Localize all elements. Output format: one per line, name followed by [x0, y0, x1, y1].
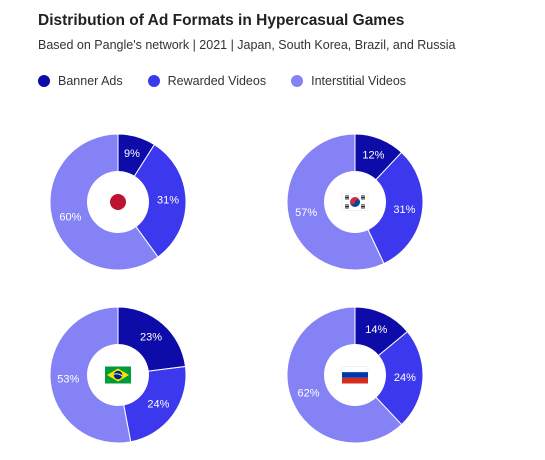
south-korea-flag-icon — [341, 193, 369, 211]
legend-swatch-banner — [38, 75, 50, 87]
chart-subtitle: Based on Pangle's network | 2021 | Japan… — [38, 38, 456, 52]
donut-chart-brazil: 23% 24% 53% — [48, 305, 188, 445]
legend-item-banner: Banner Ads — [38, 74, 123, 88]
slice-label-interstitial: 53% — [57, 374, 79, 386]
donut-chart-japan: 9% 31% 60% — [48, 132, 188, 272]
donut-svg: 14% 24% 62% — [286, 306, 424, 444]
slice-label-interstitial: 62% — [297, 387, 319, 399]
slice-label-banner: 23% — [140, 331, 162, 343]
donut-slice-rewarded — [354, 151, 424, 265]
donut-svg: 9% 31% 60% — [49, 133, 187, 271]
slice-label-banner: 9% — [124, 148, 140, 160]
donut-chart-south-korea: 12% 31% 57% — [285, 132, 425, 272]
donut-svg: 12% 31% 57% — [286, 133, 424, 271]
donut-slice-rewarded — [354, 330, 424, 426]
legend-label-banner: Banner Ads — [58, 74, 123, 88]
slice-label-interstitial: 60% — [59, 211, 81, 223]
legend-label-interstitial: Interstitial Videos — [311, 74, 407, 88]
japan-flag-icon — [105, 193, 131, 211]
legend-item-rewarded: Rewarded Videos — [147, 74, 267, 88]
slice-label-rewarded: 24% — [394, 372, 416, 384]
donut-chart-russia: 14% 24% 62% — [285, 305, 425, 445]
slice-label-banner: 14% — [365, 324, 387, 336]
slice-label-rewarded: 31% — [157, 194, 179, 206]
slice-label-rewarded: 31% — [393, 204, 415, 216]
legend: Banner Ads Rewarded Videos Interstitial … — [38, 74, 431, 88]
brazil-flag-icon — [105, 366, 131, 384]
legend-swatch-rewarded — [147, 75, 160, 87]
russia-flag-icon — [341, 366, 369, 384]
slice-label-interstitial: 57% — [295, 207, 317, 219]
legend-label-rewarded: Rewarded Videos — [167, 74, 267, 88]
slice-label-rewarded: 24% — [147, 398, 169, 410]
donut-svg: 23% 24% 53% — [49, 306, 187, 444]
legend-item-interstitial: Interstitial Videos — [291, 74, 406, 88]
chart-title: Distribution of Ad Formats in Hypercasua… — [38, 12, 405, 29]
legend-swatch-interstitial — [291, 75, 304, 87]
donut-slice-rewarded — [117, 143, 187, 258]
slice-label-banner: 12% — [362, 150, 384, 162]
